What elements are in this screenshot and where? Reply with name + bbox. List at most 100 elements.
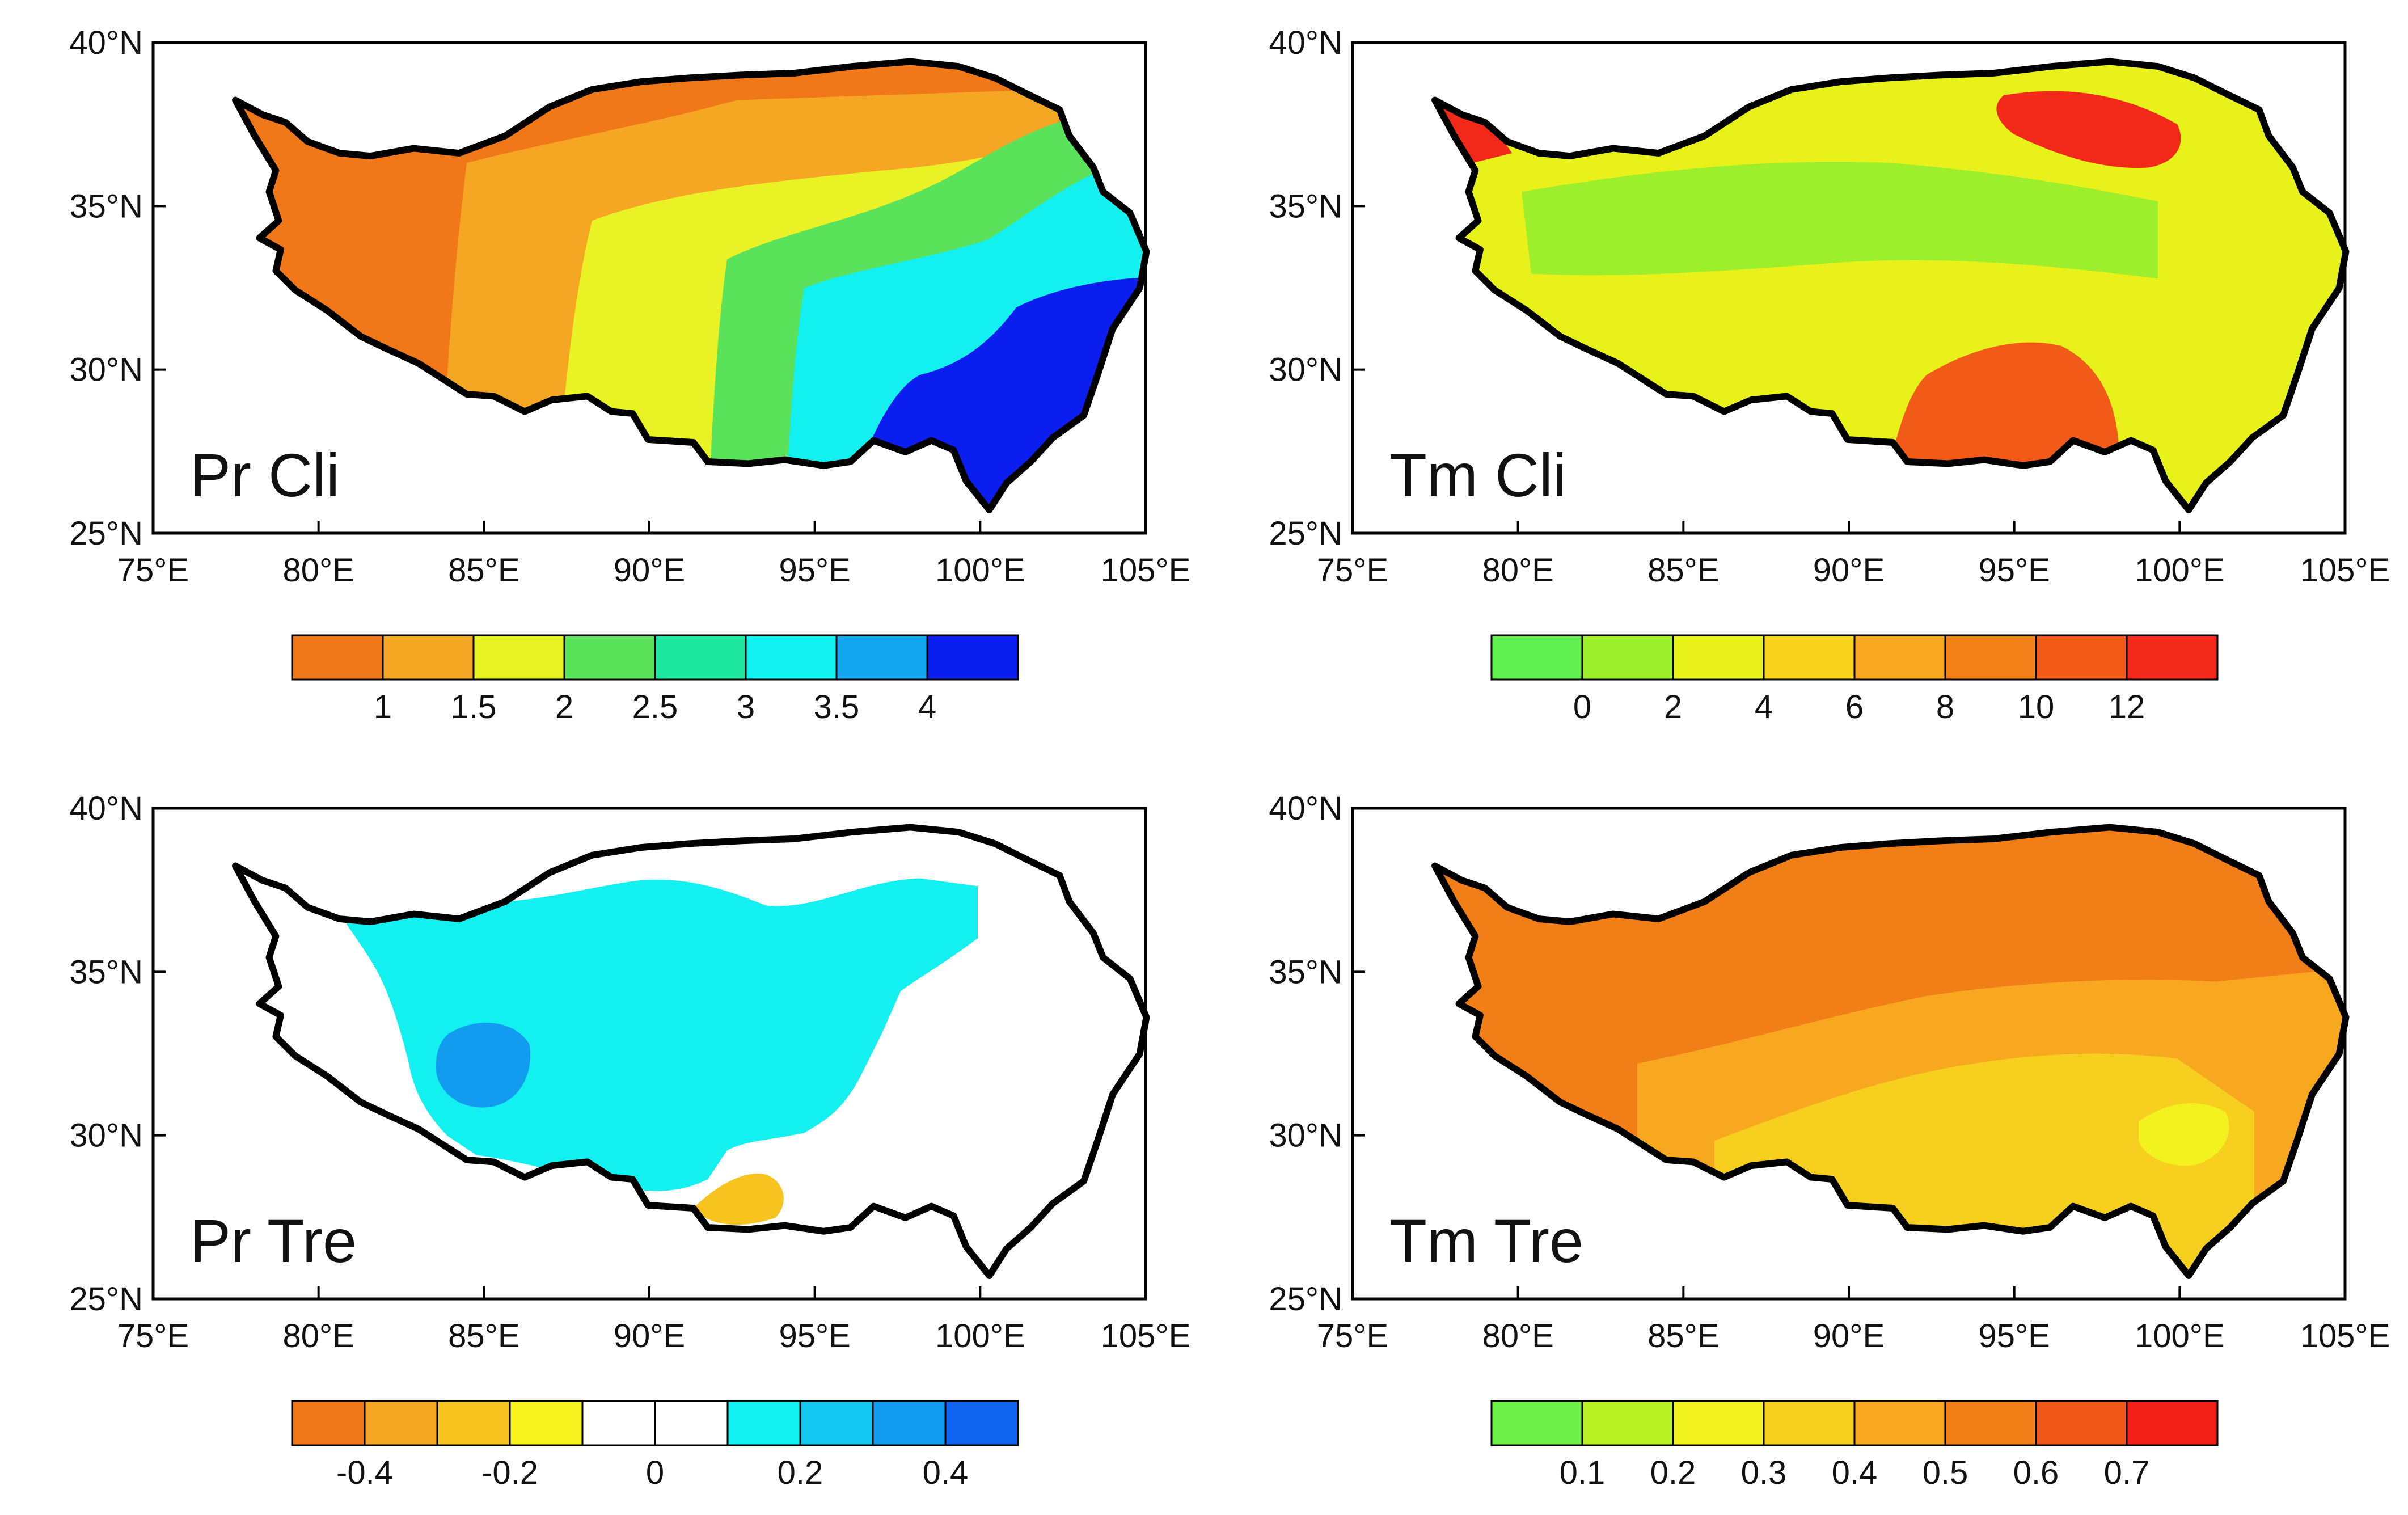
lon-tick-label: 105°E [2300, 1318, 2390, 1354]
lon-tick-label: 100°E [2135, 1318, 2225, 1354]
colorbar-swatch [291, 1400, 366, 1446]
lat-tick-label: 35°N [69, 953, 143, 990]
colorbar-swatch [799, 1400, 874, 1446]
colorbar-swatch [1581, 1400, 1674, 1446]
lat-tick-label: 35°N [1269, 953, 1342, 990]
colorbar-swatch [1672, 1400, 1765, 1446]
lat-tick-labels: 40°N 35°N 30°N 25°N [69, 24, 166, 552]
colorbar-label: 1 [374, 689, 392, 725]
map-region-south-east-hot [1888, 342, 2119, 471]
colorbar-label: 0.2 [1650, 1454, 1696, 1491]
lon-tick-label: 75°E [1317, 552, 1388, 589]
lat-tick-label: 25°N [1269, 1281, 1342, 1318]
colorbar-swatch [382, 634, 475, 681]
lon-tick-label: 95°E [1978, 1318, 2050, 1354]
lon-tick-label: 105°E [1101, 552, 1191, 589]
plateau-outline [1431, 58, 2350, 513]
lat-tick-labels: 40°N 35°N 30°N 25°N [1269, 790, 1365, 1318]
colorbar-label: 4 [918, 689, 936, 725]
map-region-central-stronger [436, 1023, 531, 1108]
colorbar-swatch [364, 1400, 438, 1446]
colorbar-swatch [1853, 1400, 1946, 1446]
lon-tick-label: 85°E [1647, 552, 1719, 589]
colorbar-swatch [2035, 1400, 2128, 1446]
colorbar-label: 0.1 [1560, 1454, 1606, 1491]
colorbar-swatch [509, 1400, 584, 1446]
colorbar-label: 0.6 [2013, 1454, 2059, 1491]
colorbar-swatch [835, 634, 928, 681]
panel-tm-cli: 75°E 80°E 85°E 90°E 95°E 100°E 105°E 40°N 35°N 3… [1269, 24, 2390, 725]
colorbar-label: 12 [2109, 689, 2145, 725]
colorbar-swatch [436, 1400, 511, 1446]
colorbar-label: -0.4 [336, 1454, 393, 1491]
lon-tick-label: 75°E [117, 552, 189, 589]
colorbar-swatch [1581, 634, 1674, 681]
lon-tick-label: 80°E [282, 552, 354, 589]
colorbar-label: 3.5 [814, 689, 860, 725]
lon-tick-label: 90°E [1813, 552, 1885, 589]
lon-tick-label: 95°E [779, 552, 850, 589]
colorbar: 1 1.5 2 2.5 3 3.5 4 [291, 634, 1019, 725]
colorbar-swatch [926, 634, 1019, 681]
colorbar-swatch [1853, 634, 1946, 681]
colorbar-label: 0.2 [778, 1454, 823, 1491]
colorbar-label: -0.2 [481, 1454, 538, 1491]
colorbar-swatch [1763, 1400, 1856, 1446]
colorbar-swatch [1672, 634, 1765, 681]
lon-tick-labels: 75°E 80°E 85°E 90°E 95°E 100°E 105°E [1317, 1286, 2390, 1354]
lon-tick-label: 85°E [1647, 1318, 1719, 1354]
map-region-south-east [2139, 1103, 2229, 1166]
map-region-south-east-negative [693, 1174, 784, 1225]
lon-tick-label: 95°E [1978, 552, 2050, 589]
colorbar-label: 2 [1664, 689, 1682, 725]
colorbar-label: 0.4 [923, 1454, 969, 1491]
colorbar-label: 8 [1936, 689, 1954, 725]
colorbar-swatch [291, 634, 384, 681]
colorbar-label: 0 [646, 1454, 664, 1491]
colorbar-swatch [654, 634, 747, 681]
panel-title: Pr Tre [190, 1206, 357, 1275]
lat-tick-label: 40°N [1269, 24, 1342, 61]
colorbar-label: 2 [555, 689, 573, 725]
colorbar-swatch [654, 1400, 729, 1446]
colorbar-label: 4 [1755, 689, 1773, 725]
lat-tick-labels: 40°N 35°N 30°N 25°N [69, 790, 166, 1318]
lon-tick-label: 105°E [1101, 1318, 1191, 1354]
colorbar-swatch [2035, 634, 2128, 681]
lon-tick-label: 90°E [1813, 1318, 1885, 1354]
lon-tick-label: 85°E [448, 552, 519, 589]
colorbar-swatch [1944, 634, 2037, 681]
colorbar-label: 2.5 [632, 689, 678, 725]
lon-tick-labels: 75°E 80°E 85°E 90°E 95°E 100°E 105°E [117, 1286, 1191, 1354]
colorbar-swatch [1763, 634, 1856, 681]
panel-tm-tre: 75°E 80°E 85°E 90°E 95°E 100°E 105°E 40°N 35°N 3… [1269, 790, 2390, 1491]
panel-title: Pr Cli [190, 441, 340, 509]
lon-tick-labels: 75°E 80°E 85°E 90°E 95°E 100°E 105°E [117, 521, 1191, 589]
plateau-outline [232, 58, 1150, 513]
lon-tick-label: 105°E [2300, 552, 2390, 589]
colorbar-label: 0.5 [1923, 1454, 1968, 1491]
colorbar-label: 0.4 [1832, 1454, 1878, 1491]
lat-tick-label: 35°N [69, 188, 143, 225]
colorbar-label: 6 [1845, 689, 1864, 725]
colorbar-label: 1.5 [451, 689, 497, 725]
lat-tick-label: 30°N [1269, 352, 1342, 389]
colorbar-swatch [944, 1400, 1019, 1446]
lon-tick-label: 100°E [935, 552, 1025, 589]
lon-tick-label: 80°E [1482, 1318, 1553, 1354]
colorbar-swatch [1944, 1400, 2037, 1446]
colorbar-swatch [745, 634, 838, 681]
panel-title: Tm Tre [1389, 1206, 1583, 1275]
colorbar-swatch [872, 1400, 947, 1446]
colorbar-swatch [2126, 1400, 2219, 1446]
colorbar-swatch [472, 634, 565, 681]
lat-tick-label: 30°N [1269, 1117, 1342, 1154]
lon-tick-label: 95°E [779, 1318, 850, 1354]
lon-tick-label: 85°E [448, 1318, 519, 1354]
lat-tick-label: 35°N [1269, 188, 1342, 225]
map-region-north-hot [1996, 91, 2181, 168]
colorbar: 0.1 0.2 0.3 0.4 0.5 0.6 0.7 [1490, 1400, 2219, 1491]
panel-title: Tm Cli [1389, 441, 1566, 509]
lat-tick-labels: 40°N 35°N 30°N 25°N [1269, 24, 1365, 552]
